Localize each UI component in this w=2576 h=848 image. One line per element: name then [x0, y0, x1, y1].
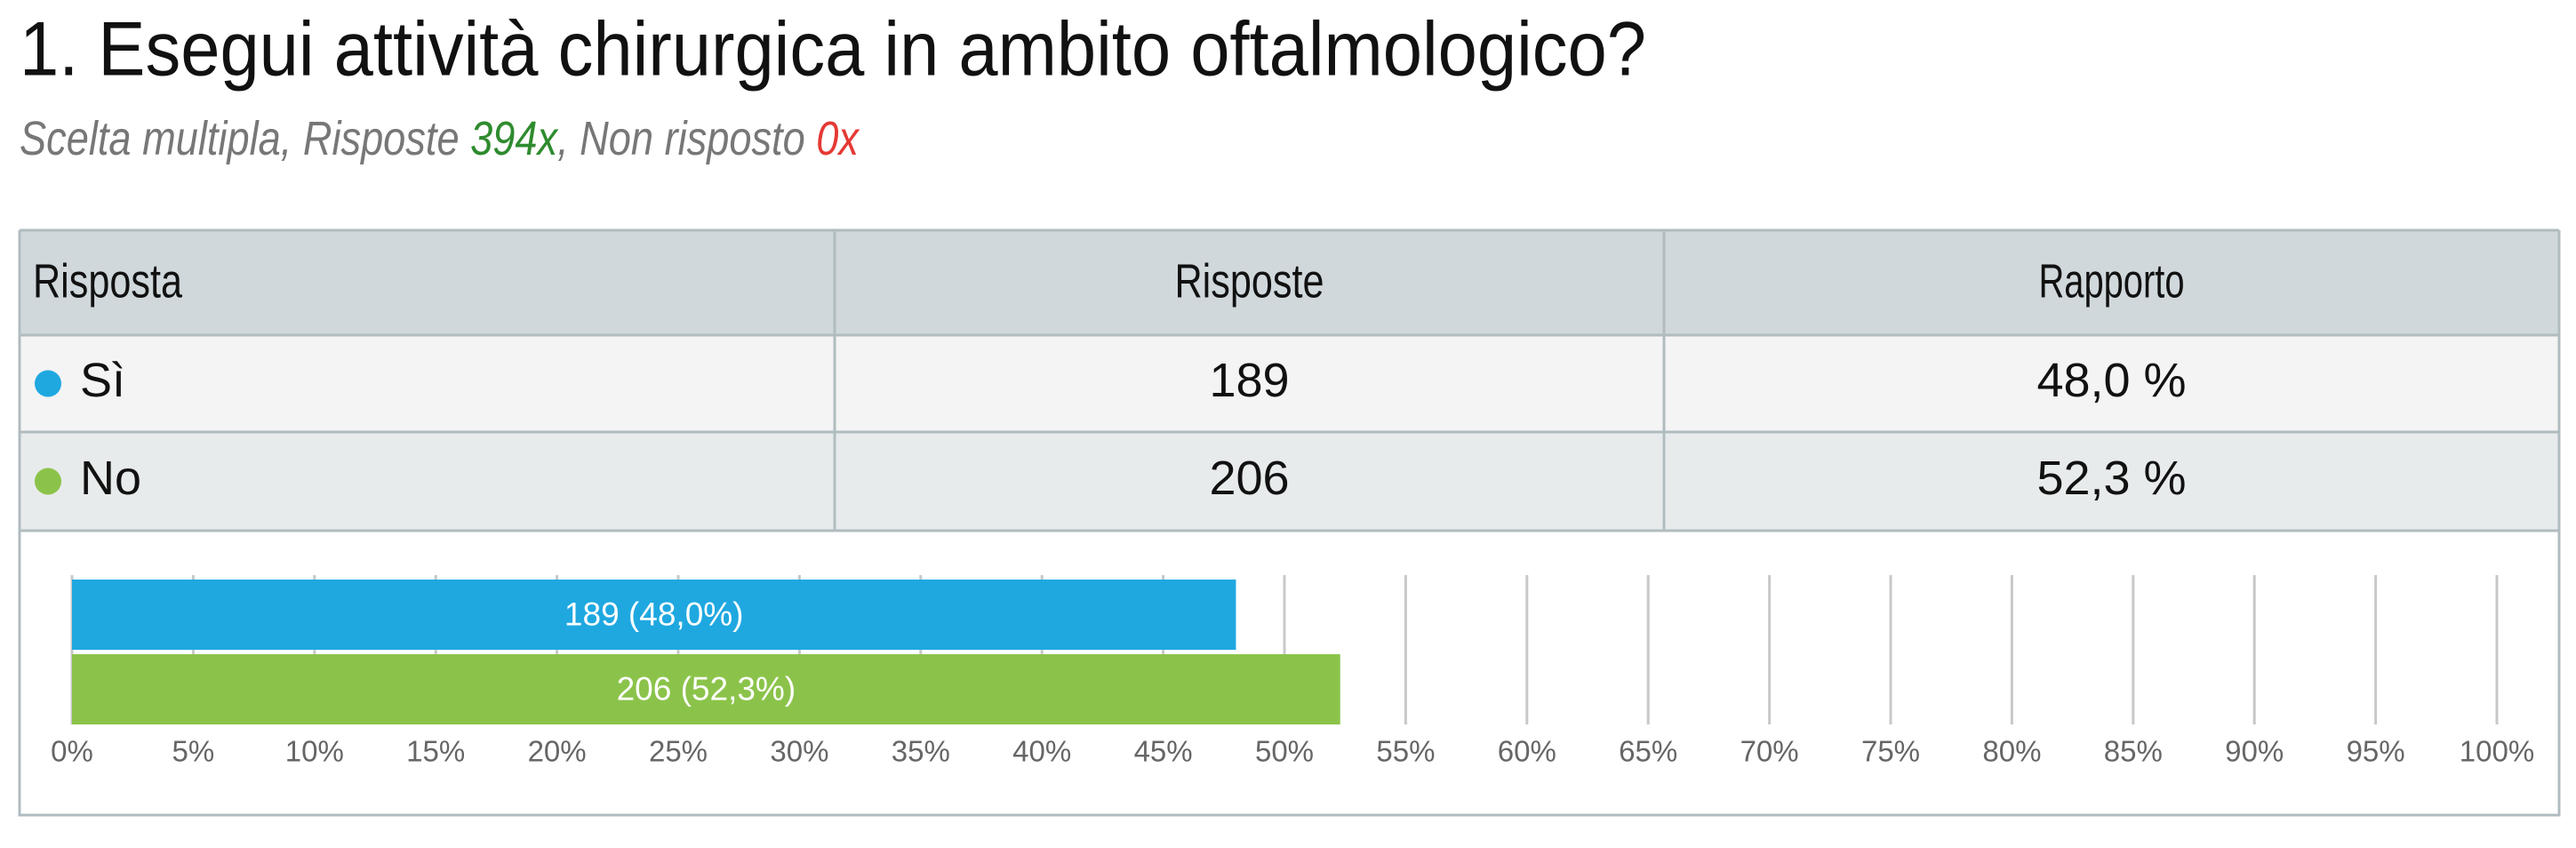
question-subtitle: Scelta multipla, Risposte 394x, Non risp… [20, 112, 860, 165]
subtitle-text: , Non risposto [557, 112, 816, 165]
bar-label: 206 (52,3%) [617, 670, 796, 707]
x-tick-label: 10% [285, 735, 344, 768]
table-row-bg [20, 230, 2559, 335]
table-cell: Sì [80, 354, 125, 407]
x-tick-label: 95% [2347, 735, 2405, 768]
x-tick-label: 70% [1740, 735, 1799, 768]
table-cell: 52,3 % [2036, 452, 2186, 505]
x-tick-label: 80% [1982, 735, 2041, 768]
table-row-bg [20, 335, 2559, 432]
x-tick-label: 50% [1255, 735, 1314, 768]
table-cell: 189 [1209, 354, 1289, 407]
subtitle-text: Scelta multipla, Risposte [20, 112, 470, 165]
column-header: Risposte [1175, 254, 1324, 308]
unanswered-count: 0x [816, 112, 860, 165]
table-cell: 48,0 % [2036, 354, 2186, 407]
x-tick-label: 15% [406, 735, 465, 768]
x-tick-label: 60% [1498, 735, 1556, 768]
x-tick-label: 100% [2460, 735, 2534, 768]
x-tick-label: 40% [1012, 735, 1071, 768]
x-tick-label: 0% [51, 735, 93, 768]
bar [72, 580, 1236, 650]
x-tick-label: 5% [172, 735, 215, 768]
table-cell: No [80, 452, 141, 505]
x-tick-label: 55% [1376, 735, 1435, 768]
x-tick-label: 45% [1134, 735, 1193, 768]
x-tick-label: 20% [528, 735, 587, 768]
column-header: Rapporto [2039, 254, 2185, 308]
x-tick-label: 85% [2104, 735, 2163, 768]
bar-label: 189 (48,0%) [564, 596, 744, 632]
x-tick-label: 75% [1861, 735, 1920, 768]
x-tick-label: 90% [2225, 735, 2284, 768]
x-tick-label: 35% [892, 735, 950, 768]
column-header: Risposta [33, 254, 183, 308]
table-row-bg [20, 432, 2559, 531]
x-tick-label: 30% [770, 735, 828, 768]
table-cell: 206 [1209, 452, 1289, 505]
question-title: 1. Esegui attività chirurgica in ambito … [20, 7, 1646, 92]
legend-dot [35, 370, 61, 397]
legend-dot [35, 468, 61, 495]
answered-count: 394x [470, 112, 559, 165]
bar [72, 654, 1340, 724]
x-tick-label: 25% [649, 735, 708, 768]
x-tick-label: 65% [1619, 735, 1677, 768]
